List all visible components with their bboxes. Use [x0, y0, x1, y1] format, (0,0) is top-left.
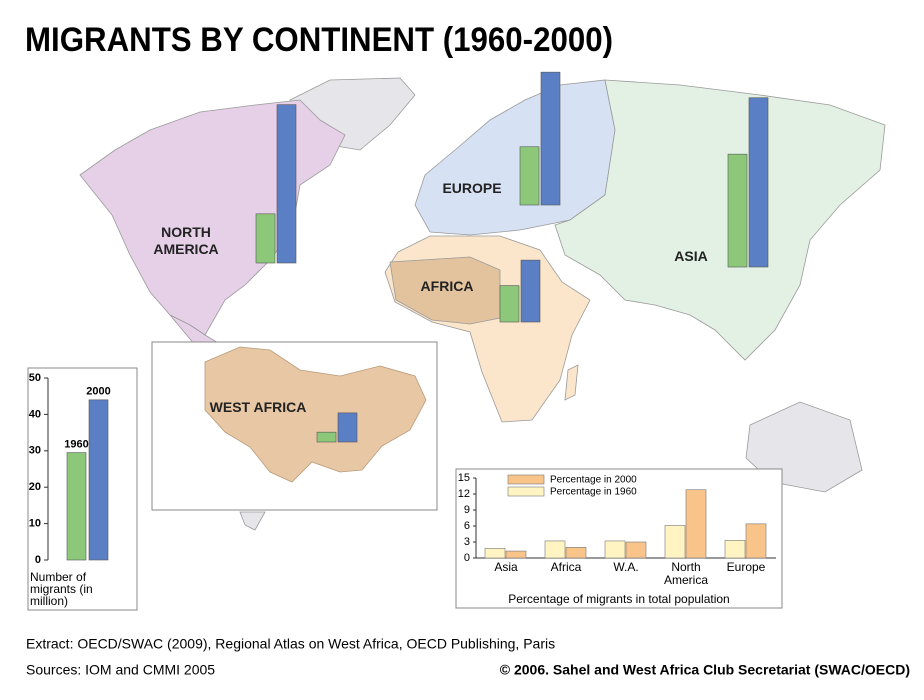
map-bar	[727, 153, 748, 268]
map-bar	[276, 104, 297, 264]
bar	[484, 548, 506, 559]
legend-swatch	[507, 486, 545, 497]
bar	[625, 541, 647, 559]
x-tick-label: Asia	[494, 560, 518, 574]
asia-shape	[554, 79, 886, 361]
y-tick-label: 0	[464, 552, 470, 564]
footer-extract: Extract: OECD/SWAC (2009), Regional Atla…	[26, 636, 555, 652]
bar	[565, 547, 587, 559]
west-africa-inset-shape	[204, 346, 427, 483]
map-bar	[540, 71, 561, 206]
x-tick-label: Europe	[726, 560, 766, 574]
y-tick-label: 9	[464, 504, 470, 516]
bar-label: 1960	[64, 439, 88, 451]
bar	[505, 550, 527, 559]
bar	[685, 489, 707, 559]
y-tick-label: 20	[29, 481, 41, 493]
map-bar	[748, 97, 769, 268]
bar	[544, 540, 566, 559]
sahel-shape	[389, 256, 501, 325]
map-bar	[316, 431, 337, 443]
y-tick-label: 0	[35, 554, 41, 566]
y-axis-caption: Number of migrants (in million)	[30, 570, 93, 608]
region-label: ASIA	[674, 248, 708, 264]
bar	[745, 523, 767, 559]
title: MIGRANTS BY CONTINENT (1960-2000)	[25, 21, 613, 59]
madagascar	[564, 364, 579, 401]
bar	[604, 540, 626, 559]
x-tick-label: Africa	[550, 560, 582, 574]
y-tick-label: 12	[458, 488, 470, 500]
map-bar	[520, 259, 541, 323]
south-america-tip	[239, 511, 266, 531]
map-bar	[499, 285, 520, 323]
y-tick-label: 30	[29, 445, 41, 457]
region-label: AFRICA	[420, 278, 474, 294]
y-tick-label: 6	[464, 520, 470, 532]
map-bar	[255, 213, 276, 264]
region-label: WEST AFRICA	[209, 399, 307, 415]
y-tick-label: 50	[29, 372, 41, 384]
bar	[66, 452, 87, 561]
bar	[664, 525, 686, 559]
x-tick-label: North America	[663, 560, 708, 587]
y-tick-label: 3	[464, 536, 470, 548]
legend-label: Percentage in 1960	[550, 487, 637, 498]
x-axis-label: Percentage of migrants in total populati…	[508, 592, 729, 606]
footer-sources: Sources: IOM and CMMI 2005	[26, 662, 215, 678]
bar	[724, 540, 746, 559]
x-tick-label: W.A.	[613, 560, 639, 574]
legend-swatch	[507, 474, 545, 485]
y-tick-label: 15	[458, 472, 470, 484]
footer-copyright: © 2006. Sahel and West Africa Club Secre…	[500, 662, 910, 678]
y-tick-label: 10	[29, 518, 41, 530]
region-label: EUROPE	[442, 180, 502, 196]
map-bar	[519, 146, 540, 206]
legend-label: Percentage in 2000	[550, 475, 637, 486]
region-label: NORTH AMERICA	[153, 224, 219, 257]
y-tick-label: 40	[29, 408, 41, 420]
north-america-shape	[79, 99, 346, 336]
bar-label: 2000	[86, 386, 110, 398]
bar	[88, 399, 109, 561]
map-bar	[337, 412, 358, 443]
